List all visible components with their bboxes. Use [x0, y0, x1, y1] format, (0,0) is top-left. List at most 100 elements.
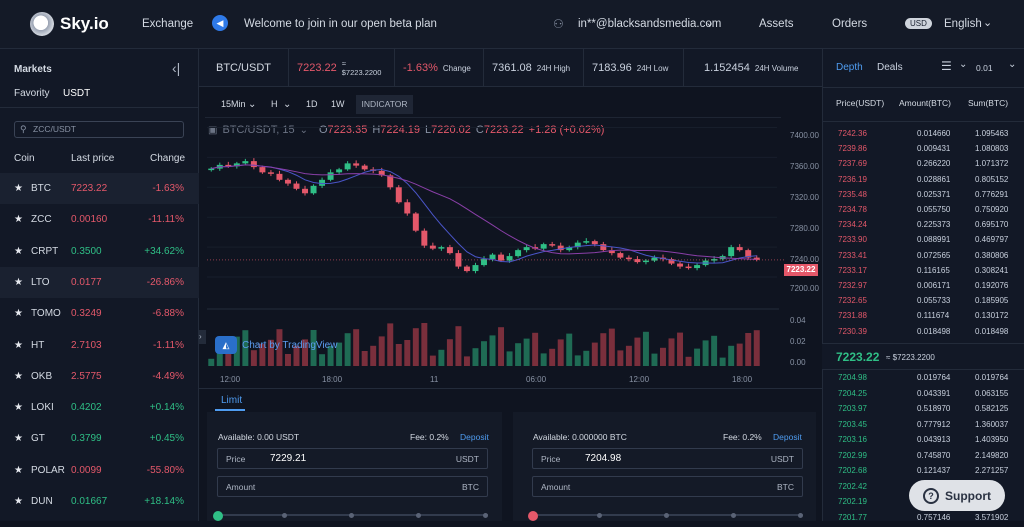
slider-mark[interactable]	[664, 513, 669, 518]
precision-selector[interactable]: 0.01	[976, 63, 993, 73]
timeframe-1w[interactable]: 1W	[331, 99, 345, 109]
chart-area[interactable]	[199, 87, 822, 388]
ask-row[interactable]: 7233.90 0.088991 0.469797	[822, 235, 1024, 249]
star-icon[interactable]: ★	[14, 339, 23, 351]
buy-amount-field[interactable]: Amount BTC	[217, 476, 488, 497]
ask-row[interactable]: 7233.41 0.072565 0.380806	[822, 251, 1024, 265]
market-row[interactable]: ★ POLAR 0.0099 -55.80%	[0, 455, 199, 486]
slider-mark[interactable]	[213, 511, 223, 521]
chevron-down-icon[interactable]: ⌄	[705, 17, 715, 29]
bid-row[interactable]: 7202.42	[822, 482, 1024, 496]
ask-row[interactable]: 7239.86 0.009431 1.080803	[822, 144, 1024, 158]
ask-row[interactable]: 7242.36 0.014660 1.095463	[822, 129, 1024, 143]
list-view-icon[interactable]: ☰	[941, 59, 952, 73]
brand-logo[interactable]: Sky.io	[30, 12, 109, 36]
buy-price-value[interactable]: 7229.21	[270, 453, 307, 464]
ask-row[interactable]: 7234.24 0.225373 0.695170	[822, 220, 1024, 234]
expand-arrow-icon[interactable]: ›	[199, 330, 206, 344]
chevron-down-icon[interactable]: ⌄	[983, 17, 993, 29]
market-row[interactable]: ★ OKB 2.5775 -4.49%	[0, 361, 199, 392]
market-row[interactable]: ★ HT 2.7103 -1.11%	[0, 330, 199, 361]
market-search-input[interactable]: ⚲ ZCC/USDT	[14, 121, 184, 138]
slider-mark[interactable]	[528, 511, 538, 521]
ask-row[interactable]: 7232.97 0.006171 0.192076	[822, 281, 1024, 295]
tradingview-badge[interactable]: ◭ Chart by TradingView	[215, 336, 337, 354]
bid-row[interactable]: 7201.77 0.757146 3.571902	[822, 513, 1024, 527]
ask-row[interactable]: 7234.78 0.055750 0.750920	[822, 205, 1024, 219]
chevron-down-icon[interactable]: ⌄	[248, 99, 257, 110]
star-icon[interactable]: ★	[14, 370, 23, 382]
slider-mark[interactable]	[798, 513, 803, 518]
market-row[interactable]: ★ ZCC 0.00160 -11.11%	[0, 204, 199, 235]
bid-row[interactable]: 7202.68 0.121437 2.271257	[822, 466, 1024, 480]
star-icon[interactable]: ★	[14, 245, 23, 257]
bid-row[interactable]: 7203.97 0.518970 0.582125	[822, 404, 1024, 418]
ask-row[interactable]: 7233.17 0.116165 0.308241	[822, 266, 1024, 280]
chevron-down-icon[interactable]: ⌄	[299, 124, 308, 136]
language-selector[interactable]: English	[944, 18, 982, 30]
nav-orders[interactable]: Orders	[832, 18, 868, 30]
nav-assets[interactable]: Assets	[759, 18, 794, 30]
market-row[interactable]: ★ GT 0.3799 +0.45%	[0, 423, 199, 454]
timeframe-1d[interactable]: 1D	[306, 99, 318, 109]
star-icon[interactable]: ★	[14, 496, 23, 507]
slider-mark[interactable]	[483, 513, 488, 518]
timeframe-15min[interactable]: 15Min	[221, 99, 246, 109]
market-row[interactable]: ★ TOMO 0.3249 -6.88%	[0, 298, 199, 329]
sell-amount-field[interactable]: Amount BTC	[532, 476, 803, 497]
star-icon[interactable]: ★	[14, 276, 23, 288]
ask-row[interactable]: 7232.65 0.055733 0.185905	[822, 296, 1024, 310]
buy-deposit-link[interactable]: Deposit	[460, 432, 489, 442]
chevron-down-icon[interactable]: ⌄	[959, 59, 968, 70]
market-row[interactable]: ★ LOKI 0.4202 +0.14%	[0, 392, 199, 423]
slider-mark[interactable]	[349, 513, 354, 518]
star-icon[interactable]: ★	[14, 183, 23, 194]
tab-limit[interactable]: Limit	[221, 395, 243, 406]
ask-row[interactable]: 7235.48 0.025371 0.776291	[822, 190, 1024, 204]
market-row[interactable]: ★ CRPT 0.3500 +34.62%	[0, 236, 199, 267]
ask-row[interactable]: 7231.88 0.111674 0.130172	[822, 311, 1024, 325]
column-last-price[interactable]: Last price	[71, 153, 115, 164]
star-icon[interactable]: ★	[14, 402, 23, 414]
column-coin[interactable]: Coin	[14, 153, 35, 164]
nav-exchange[interactable]: Exchange	[142, 18, 194, 30]
chevron-down-icon[interactable]: ⌄	[283, 99, 292, 110]
bid-row[interactable]: 7204.98 0.019764 0.019764	[822, 373, 1024, 387]
tab-usdt[interactable]: USDT	[63, 88, 91, 99]
collapse-icon[interactable]: ‹|	[172, 60, 181, 76]
bid-row[interactable]: 7202.99 0.745870 2.149820	[822, 451, 1024, 465]
ask-row[interactable]: 7236.19 0.028861 0.805152	[822, 175, 1024, 189]
slider-mark[interactable]	[416, 513, 421, 518]
market-row[interactable]: ★ BTC 7223.22 -1.63%	[0, 173, 199, 204]
star-icon[interactable]: ★	[14, 214, 23, 226]
tab-favority[interactable]: Favority	[14, 88, 50, 99]
column-change[interactable]: Change	[150, 153, 186, 164]
star-icon[interactable]: ★	[14, 433, 23, 445]
slider-mark[interactable]	[282, 513, 287, 518]
buy-price-field[interactable]: Price 7229.21 USDT	[217, 448, 488, 469]
chevron-down-icon[interactable]: ⌄	[1008, 59, 1017, 70]
bid-row[interactable]: 7202.19	[822, 497, 1024, 511]
sell-price-field[interactable]: Price 7204.98 USDT	[532, 448, 803, 469]
star-icon[interactable]: ★	[14, 464, 23, 476]
ask-row[interactable]: 7230.39 0.018498 0.018498	[822, 327, 1024, 341]
timeframe-h[interactable]: H	[271, 99, 278, 109]
price-chart[interactable]	[199, 87, 822, 388]
bid-row[interactable]: 7203.16 0.043913 1.403950	[822, 435, 1024, 449]
currency-badge[interactable]: USD	[905, 18, 932, 29]
market-row[interactable]: ★ DUN 0.01667 +18.14%	[0, 486, 199, 517]
sell-deposit-link[interactable]: Deposit	[773, 432, 802, 442]
bid-row[interactable]: 7203.45 0.777912 1.360037	[822, 420, 1024, 434]
user-email[interactable]: in**@blacksandsmedia.com	[578, 18, 722, 30]
sell-price-value[interactable]: 7204.98	[585, 453, 622, 464]
slider-mark[interactable]	[597, 513, 602, 518]
ask-row[interactable]: 7237.69 0.266220 1.071372	[822, 159, 1024, 173]
indicator-button[interactable]: INDICATOR	[356, 95, 413, 114]
slider-mark[interactable]	[731, 513, 736, 518]
star-icon[interactable]: ★	[14, 308, 23, 320]
support-button[interactable]: ? Support	[909, 480, 1005, 511]
announcement-text[interactable]: Welcome to join in our open beta plan	[244, 18, 437, 30]
market-row[interactable]: ★ LTO 0.0177 -26.86%	[0, 266, 199, 298]
tab-deals[interactable]: Deals	[877, 62, 903, 73]
bid-row[interactable]: 7204.25 0.043391 0.063155	[822, 389, 1024, 403]
